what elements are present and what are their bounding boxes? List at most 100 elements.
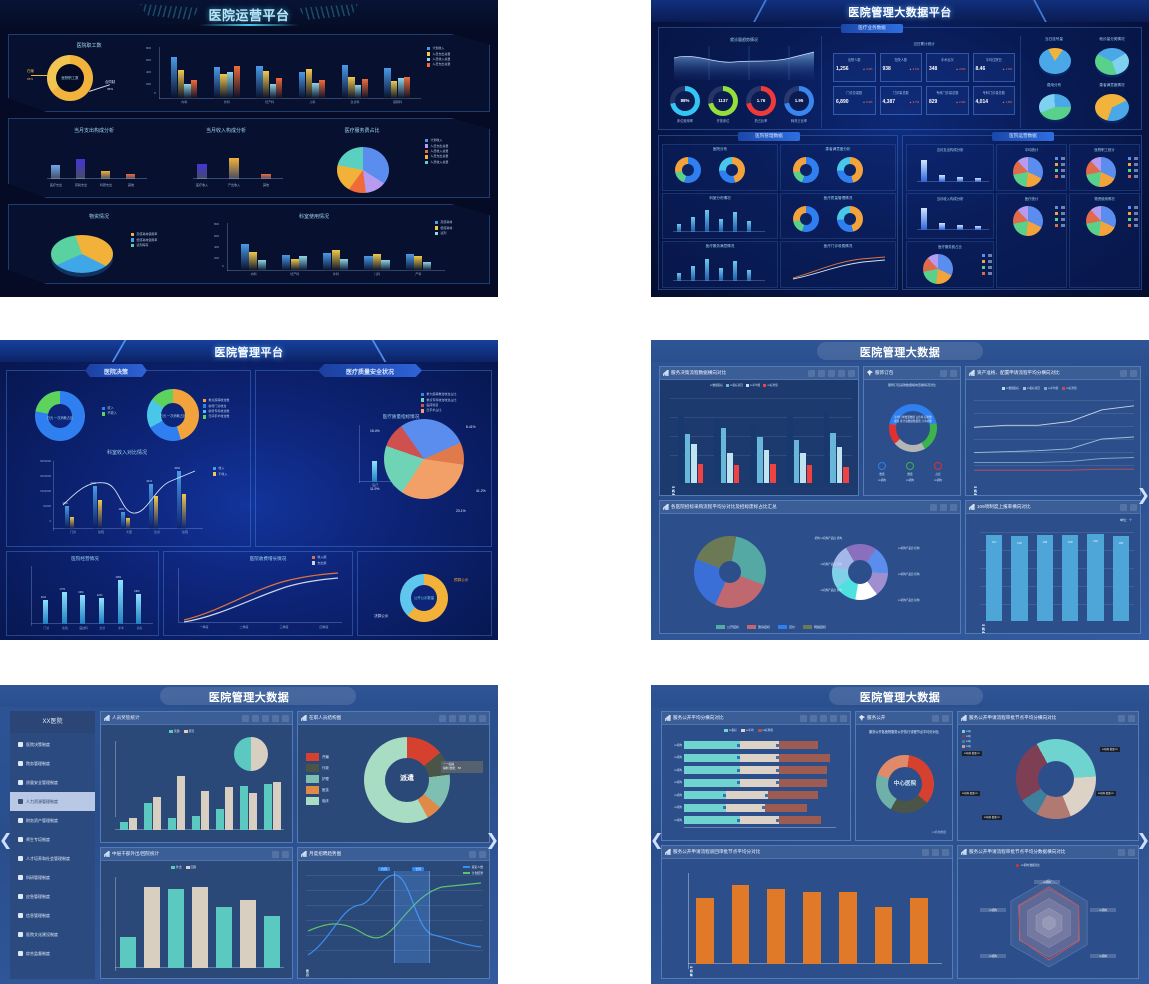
- expand-icon[interactable]: [262, 714, 269, 722]
- card-toolbar[interactable]: [930, 503, 957, 511]
- refresh-icon[interactable]: [922, 848, 929, 856]
- next-icon[interactable]: [840, 714, 847, 722]
- card-toolbar[interactable]: [940, 369, 957, 377]
- edit-icon[interactable]: [252, 714, 259, 722]
- card-toolbar[interactable]: [932, 714, 949, 722]
- next-icon[interactable]: [848, 369, 855, 377]
- refresh-icon[interactable]: [808, 369, 815, 377]
- next-page-arrow[interactable]: ❯: [1136, 487, 1149, 504]
- dashboard-card[interactable]: 资产准格、配置申请流程平均分横向对比 xx数据指标 xx指标项目 xx平均值 xx标准值…: [965, 366, 1141, 496]
- next-icon[interactable]: [1128, 848, 1135, 856]
- dashboard-card[interactable]: 在职人员结构图 派遣 开编 行政 护理 医技 临床 一一临编 编制 数量：58: [297, 711, 490, 843]
- dashboard-card[interactable]: 服务公开申请流程审批节点平均分数据横向对比 xx机构 数据对比 xx机构 xx机构 xx…: [957, 845, 1139, 979]
- next-icon[interactable]: [950, 369, 957, 377]
- dashboard-card[interactable]: 109项制度上报率横向对比 单位：个 107 106 108 108 109 106 xx机构 x…: [965, 500, 1141, 634]
- sidebar-item[interactable]: 科研管理制度: [10, 868, 95, 887]
- dashboard-card[interactable]: 服务决策流程数据横向对比 xx数据指标 xx指标项目 xx平均值 xx标准值 xx机构 xx…: [659, 366, 859, 496]
- screenshot-hospital-bigdata-1[interactable]: 医院管理大数据 服务决策流程数据横向对比 xx数据指标 xx指标项目 xx平均值 xx标…: [651, 340, 1149, 640]
- dashboard-card[interactable]: 服务公开 服务公开各医院服务公开执行流程节点平均分对比 中心医院 xx机构数据: [855, 711, 953, 841]
- pie-value-label: 15.4%: [370, 429, 380, 433]
- mini-chart-cell: 当月收入构成分析: [906, 192, 994, 240]
- next-page-arrow[interactable]: ❯: [485, 832, 498, 849]
- sidebar-item[interactable]: 综合监督制度: [10, 944, 95, 963]
- shot3-disclosure-label-2: 决算公示: [374, 614, 389, 618]
- sidebar-item[interactable]: 医院文化建设制度: [10, 925, 95, 944]
- expand-icon[interactable]: [459, 714, 466, 722]
- expand-icon[interactable]: [828, 369, 835, 377]
- sidebar-item[interactable]: 人力资源管理制度: [10, 792, 95, 811]
- prev-icon[interactable]: [838, 369, 845, 377]
- prev-icon[interactable]: [932, 848, 939, 856]
- sidebar-item[interactable]: 医院决策制度: [10, 735, 95, 754]
- dashboard-card[interactable]: 中层干部外出/回院统计 外出 回院: [100, 847, 293, 979]
- next-icon[interactable]: [1128, 714, 1135, 722]
- prev-icon[interactable]: [932, 714, 939, 722]
- prev-icon[interactable]: [1118, 848, 1125, 856]
- sidebar-item[interactable]: 信息管理制度: [10, 906, 95, 925]
- card-toolbar[interactable]: [1120, 369, 1137, 377]
- dashboard-card[interactable]: 各医院招标采购流程平均分对比及招标废标占比汇总 机构 xx机构产品比 机构 xx机构…: [659, 500, 961, 634]
- prev-page-arrow[interactable]: ❮: [0, 832, 13, 849]
- screenshot-hospital-management-platform[interactable]: 医院管理平台 医院决策 万元 一次消耗占比 收入 不收入 万元 一次消耗占比 重点…: [0, 340, 498, 640]
- screenshot-hospital-bigdata-3[interactable]: 医院管理大数据 服务公开平均分横向对比 xx指标 xx平均 xx标准值 xx机构 xx机构…: [651, 685, 1149, 984]
- legend-swatch: [982, 266, 985, 270]
- edit-icon[interactable]: [449, 714, 456, 722]
- next-icon[interactable]: [942, 714, 949, 722]
- refresh-icon[interactable]: [800, 714, 807, 722]
- refresh-icon[interactable]: [242, 714, 249, 722]
- edit-icon[interactable]: [818, 369, 825, 377]
- screenshot-hospital-operations-platform[interactable]: 医院运营平台 医院职工数 医院职工数 在编 65% 合同制 35% 800 60…: [0, 0, 498, 297]
- prev-icon[interactable]: [272, 714, 279, 722]
- prev-icon[interactable]: [940, 369, 947, 377]
- prev-icon[interactable]: [272, 850, 279, 858]
- card-toolbar[interactable]: [922, 848, 949, 856]
- prev-page-arrow[interactable]: ❮: [651, 832, 664, 849]
- dashboard-card[interactable]: 服务公开申请流程驳回审批节点平均分对比 xx机构 xx机构 xx机构 xx机构 xx机构 x…: [661, 845, 953, 979]
- card-toolbar[interactable]: [1118, 848, 1135, 856]
- card-toolbar[interactable]: [272, 850, 289, 858]
- dashboard-card[interactable]: 人员奖惩统计 奖励 惩罚: [100, 711, 293, 843]
- next-icon[interactable]: [1130, 369, 1137, 377]
- sidebar-item[interactable]: 人才培养和社会管理制度: [10, 849, 95, 868]
- prev-icon[interactable]: [469, 714, 476, 722]
- refresh-icon[interactable]: [930, 503, 937, 511]
- card-toolbar[interactable]: [1118, 714, 1135, 722]
- expand-icon[interactable]: [820, 714, 827, 722]
- card-toolbar[interactable]: [439, 714, 486, 722]
- card-toolbar[interactable]: [469, 850, 486, 858]
- sidebar-item[interactable]: 应急管理制度: [10, 887, 95, 906]
- sidebar-item[interactable]: 财务资产管理制度: [10, 811, 95, 830]
- prev-icon[interactable]: [830, 714, 837, 722]
- next-icon[interactable]: [942, 848, 949, 856]
- next-icon[interactable]: [479, 714, 486, 722]
- next-icon[interactable]: [950, 503, 957, 511]
- card-toolbar[interactable]: [1120, 503, 1137, 511]
- screenshot-hospital-bigdata-platform[interactable]: 医院管理大数据平台 医疗业务数据 就诊量趋势情况 88% 床位使用率 1137 开放床…: [651, 0, 1149, 297]
- next-page-arrow[interactable]: ❯: [1136, 832, 1149, 849]
- refresh-icon[interactable]: [439, 714, 446, 722]
- card-toolbar[interactable]: [808, 369, 855, 377]
- legend-swatch: [1128, 205, 1131, 209]
- prev-icon[interactable]: [1118, 714, 1125, 722]
- prev-icon[interactable]: [940, 503, 947, 511]
- legend-label: 人员收入总量: [432, 56, 451, 61]
- next-icon[interactable]: [282, 714, 289, 722]
- dashboard-card[interactable]: 服务公开申请流程审批节点平均分横向对比 xx项 xx项 xx项 xx项 xx机构 数量 x…: [957, 711, 1139, 841]
- edit-icon[interactable]: [810, 714, 817, 722]
- card-toolbar[interactable]: [242, 714, 289, 722]
- next-icon[interactable]: [479, 850, 486, 858]
- prev-icon[interactable]: [1120, 369, 1127, 377]
- card-toolbar[interactable]: [800, 714, 847, 722]
- prev-icon[interactable]: [1120, 503, 1127, 511]
- next-icon[interactable]: [282, 850, 289, 858]
- sidebar-item[interactable]: 质量安全管理制度: [10, 773, 95, 792]
- dashboard-card[interactable]: 服饰订包 服饰订包采购数据横向查看情况对比 平均订单数量数据 占比率 标准数据值 累…: [863, 366, 961, 496]
- prev-icon[interactable]: [469, 850, 476, 858]
- sidebar-item[interactable]: 院务管理制度: [10, 754, 95, 773]
- dashboard-card[interactable]: 服务公开平均分横向对比 xx指标 xx平均 xx标准值 xx机构 xx机构 xx机构 xx机构…: [661, 711, 851, 841]
- screenshot-hospital-bigdata-2[interactable]: 医院管理大数据 XX医院 医院决策制度 院务管理制度 质量安全管理制度 人力资源管理制…: [0, 685, 498, 984]
- sidebar-item[interactable]: 师生专培制度: [10, 830, 95, 849]
- next-icon[interactable]: [1130, 503, 1137, 511]
- shot5-sidebar[interactable]: XX医院 医院决策制度 院务管理制度 质量安全管理制度 人力资源管理制度 财务资产管理制…: [10, 711, 95, 979]
- dashboard-card[interactable]: 月度招聘趋势图 报名人数 计划招聘 六月 七月 一月 二月 三月 四月 五月 六月: [297, 847, 490, 979]
